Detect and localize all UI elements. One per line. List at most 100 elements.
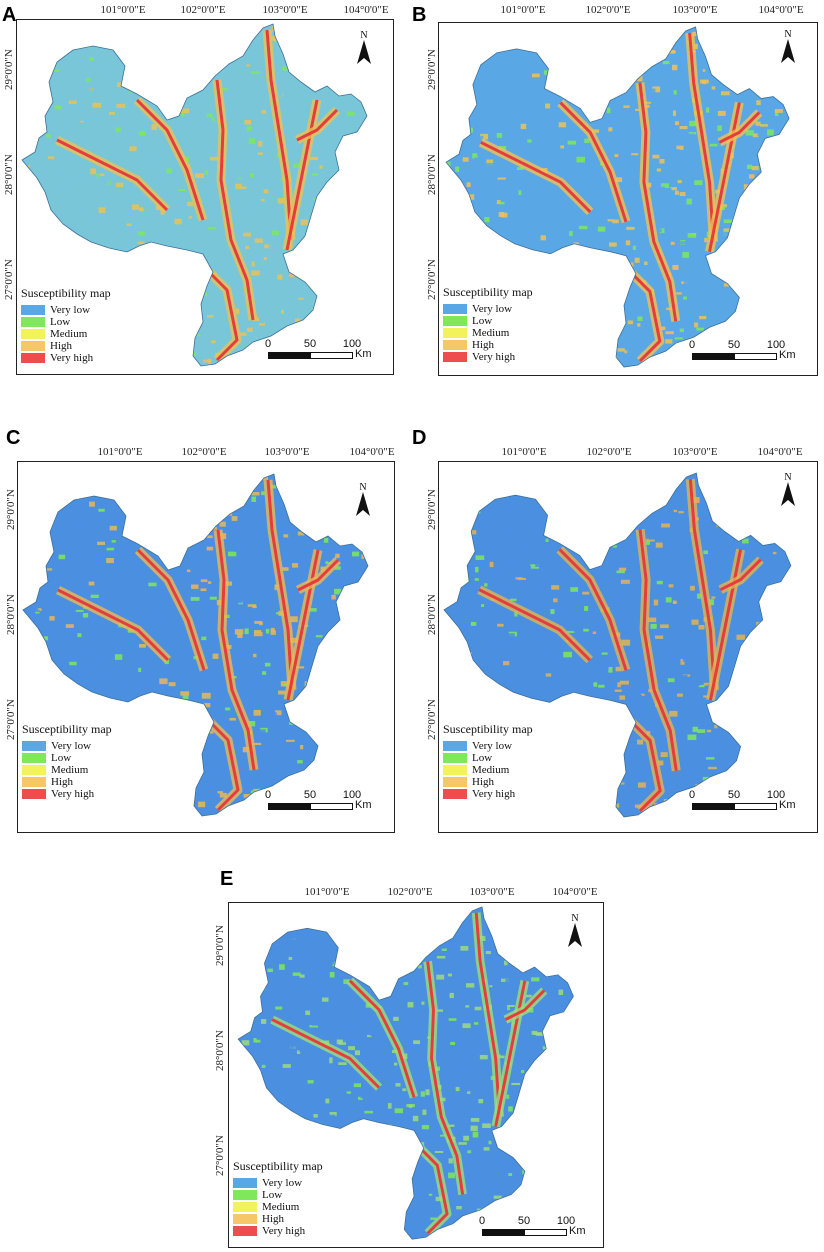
legend-item: Very low [22,740,112,752]
legend-item: Very high [233,1225,323,1237]
map-frame: N Susceptibility map Very low Low Medium… [438,22,818,376]
panel-letter: E [220,868,234,890]
lon-label: 102°0'0"E [387,886,433,898]
north-arrow: N [777,29,799,65]
legend: Susceptibility map Very low Low Medium H… [443,285,533,363]
scale-segment [268,352,311,359]
scale-segment [692,803,735,810]
river-line [348,979,416,1098]
legend-swatch [443,753,467,763]
lat-label: 27°0'0"N [5,699,17,740]
river-line [57,588,170,662]
legend-item: High [21,340,111,352]
legend-item: Low [443,752,533,764]
legend: Susceptibility map Very low Low Medium H… [21,286,111,364]
susceptibility-map [22,473,369,817]
legend-swatch [443,340,467,350]
north-label: N [571,913,579,924]
legend-item: Medium [443,327,533,339]
region-boundary [443,472,792,818]
susceptibility-map [21,23,368,367]
lat-label: 27°0'0"N [214,1135,226,1176]
north-label: N [360,30,368,41]
scale-tick: 100 [556,1215,576,1227]
legend-item: Medium [21,328,111,340]
legend-swatch [443,741,467,751]
scale-tick: 100 [342,338,362,350]
river-line [216,529,256,771]
legend-label: Medium [51,764,89,776]
legend-label: Medium [472,327,510,339]
legend-item: Low [22,752,112,764]
lon-label: 103°0'0"E [262,4,308,16]
river-line [426,961,465,1195]
legend-label: Very high [472,351,516,363]
legend-label: Low [50,316,71,328]
panel-letter: C [6,427,21,449]
legend-swatch [21,329,45,339]
panel-d: D 101°0'0"E 102°0'0"E 103°0'0"E 104°0'0"… [412,425,824,837]
scale-tick: 100 [342,789,362,801]
region-boundary [237,906,574,1240]
legend-swatch [22,765,46,775]
river-line [265,29,293,241]
lon-label: 103°0'0"E [264,446,310,458]
legend-item: High [443,339,533,351]
north-arrow: N [777,472,799,508]
river-line [215,79,255,321]
legend-label: High [51,776,73,788]
lon-label: 104°0'0"E [343,4,389,16]
legend-item: Very high [443,351,533,363]
river-line [136,548,206,671]
legend-item: Medium [443,764,533,776]
legend: Susceptibility map Very low Low Medium H… [233,1159,323,1237]
legend-item: Low [443,315,533,327]
susceptibility-map [443,472,792,818]
river-line [56,138,169,212]
legend-title: Susceptibility map [21,286,111,300]
legend-swatch [21,305,45,315]
river-line [688,478,716,691]
scale-segment [482,1229,525,1236]
legend-item: Low [21,316,111,328]
scale-unit: Km [779,349,796,361]
scale-segment [734,803,777,810]
legend-swatch [233,1190,257,1200]
lon-label: 102°0'0"E [180,4,226,16]
legend-label: Very low [472,740,513,752]
legend-item: Very high [21,352,111,364]
river-line [708,549,743,701]
lon-label: 101°0'0"E [100,4,146,16]
susceptibility-map [445,26,790,368]
river-line [135,98,205,221]
river-line [638,529,678,771]
lat-label: 29°0'0"N [426,49,438,90]
lon-label: 101°0'0"E [97,446,143,458]
scale-segment [310,803,353,810]
legend-swatch [22,777,46,787]
river-line [271,1018,381,1089]
lon-label: 102°0'0"E [585,4,631,16]
scale-segment [524,1229,567,1236]
legend-title: Susceptibility map [443,722,533,736]
scale-bar: 0 50 100 Km [263,338,373,364]
panel-c: C 101°0'0"E 102°0'0"E 103°0'0"E 104°0'0"… [0,425,410,837]
lat-label: 29°0'0"N [426,489,438,530]
legend-item: High [22,776,112,788]
legend-label: High [472,776,494,788]
legend-swatch [443,316,467,326]
river-line [504,989,546,1021]
legend: Susceptibility map Very low Low Medium H… [443,722,533,800]
map-frame: N Susceptibility map Very low Low Medium… [16,19,394,375]
lon-label: 103°0'0"E [672,4,718,16]
river-line [494,980,527,1127]
north-label: N [359,482,367,493]
legend-item: Very low [443,740,533,752]
river-line [296,108,339,142]
legend-swatch [21,317,45,327]
scale-tick: 50 [517,1215,531,1227]
lon-label: 101°0'0"E [304,886,350,898]
panel-b: B 101°0'0"E 102°0'0"E 103°0'0"E 104°0'0"… [412,0,824,380]
lat-label: 27°0'0"N [3,259,15,300]
legend-item: High [443,776,533,788]
